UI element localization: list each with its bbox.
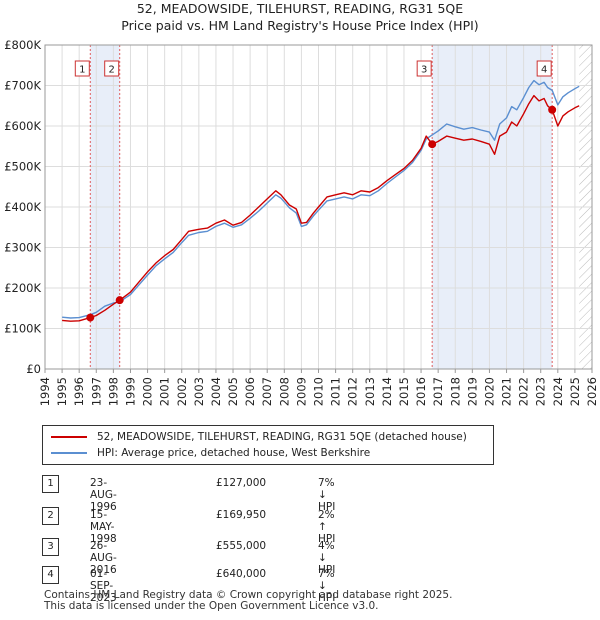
x-tick-label: 2003 [192,377,206,406]
footer-credit: Contains HM Land Registry data © Crown c… [44,590,452,612]
x-tick-label: 2021 [500,377,514,406]
x-tick-label: 2018 [448,377,462,406]
property-series-line [62,94,580,322]
y-tick-label: £700K [4,79,41,93]
x-tick-label: 2017 [431,377,445,406]
sale-date: 01-SEP-2023 [90,568,117,604]
sale-label-box-3 [416,60,432,77]
footer-line-2: This data is licensed under the Open Gov… [44,600,379,612]
x-tick-label: 2026 [585,377,599,406]
sale-label-box-4 [536,60,552,77]
x-tick-label: 2010 [312,377,326,406]
sale-price: £169,950 [216,509,267,521]
x-tick-label: 2008 [277,377,291,406]
sale-number: 3 [42,538,59,556]
footer-line-1: Contains HM Land Registry data © Crown c… [44,589,453,601]
sale-label-box-2 [104,60,120,77]
y-tick-label: £200K [4,281,41,295]
sale-hpi-diff: 2% ↑ HPI [318,509,336,545]
x-tick-label: 2007 [260,377,274,406]
sale-label-box-1 [74,60,90,77]
legend-label-hpi: HPI: Average price, detached house, West… [97,447,371,459]
sale-number: 4 [42,566,59,584]
x-tick-label: 2000 [141,377,155,406]
x-tick-label: 2014 [380,377,394,406]
x-tick-label: 2016 [414,377,428,406]
y-tick-label: £100K [4,322,41,336]
x-tick-label: 2024 [551,377,565,406]
y-tick-label: £600K [4,119,41,133]
x-tick-label: 1998 [106,377,120,406]
x-tick-label: 2004 [209,377,223,406]
hpi-series-line [62,79,580,319]
y-tick-label: £800K [4,38,41,52]
legend-swatch-hpi [51,452,87,454]
sale-hpi-diff: 7% ↓ HPI [318,568,336,604]
x-tick-label: 1996 [72,377,86,406]
legend-label-property: 52, MEADOWSIDE, TILEHURST, READING, RG31… [97,431,467,443]
x-tick-label: 2022 [517,377,531,406]
sale-hpi-diff: 4% ↓ HPI [318,540,336,576]
x-tick-label: 2001 [158,377,172,406]
x-tick-label: 1999 [123,377,137,406]
x-tick-label: 2025 [568,377,582,406]
sale-date: 23-AUG-1996 [90,477,117,513]
sale-hpi-diff: 7% ↓ HPI [318,477,336,513]
chart-title: 52, MEADOWSIDE, TILEHURST, READING, RG31… [137,1,463,16]
x-tick-label: 1997 [89,377,103,406]
x-tick-label: 2020 [482,377,496,406]
chart-legend: 52, MEADOWSIDE, TILEHURST, READING, RG31… [42,425,494,465]
x-tick-label: 2002 [175,377,189,406]
sale-price: £640,000 [216,568,267,580]
x-tick-label: 2023 [534,377,548,406]
chart-subtitle: Price paid vs. HM Land Registry's House … [121,18,478,33]
price-chart: 52, MEADOWSIDE, TILEHURST, READING, RG31… [4,1,599,406]
x-tick-label: 2006 [243,377,257,406]
x-tick-label: 2009 [294,377,308,406]
y-tick-label: £300K [4,241,41,255]
sale-date: 26-AUG-2016 [90,540,117,576]
x-tick-label: 2005 [226,377,240,406]
x-tick-label: 2019 [465,377,479,406]
sale-point-3 [428,140,437,149]
sale-point-2 [115,296,124,305]
sale-date: 15-MAY-1998 [90,509,117,545]
x-tick-label: 1994 [38,377,52,406]
sale-number: 1 [42,475,59,493]
x-tick-label: 1995 [55,377,69,406]
sale-label-1: 1 [79,65,85,76]
legend-item-property: 52, MEADOWSIDE, TILEHURST, READING, RG31… [51,429,467,445]
sale-label-3: 3 [421,65,427,76]
legend-item-hpi: HPI: Average price, detached house, West… [51,445,370,461]
y-tick-label: £500K [4,160,41,174]
sale-price: £127,000 [216,477,267,489]
y-tick-label: £0 [26,362,41,376]
sale-point-1 [86,313,95,322]
sale-label-4: 4 [541,65,547,76]
x-tick-label: 2011 [329,377,343,406]
sale-point-4 [548,105,557,114]
sale-label-2: 2 [109,65,115,76]
sale-price: £555,000 [216,540,267,552]
x-tick-label: 2015 [397,377,411,406]
sale-number: 2 [42,507,59,525]
x-tick-label: 2013 [363,377,377,406]
y-tick-label: £400K [4,200,41,214]
legend-swatch-property [51,436,87,438]
x-tick-label: 2012 [346,377,360,406]
